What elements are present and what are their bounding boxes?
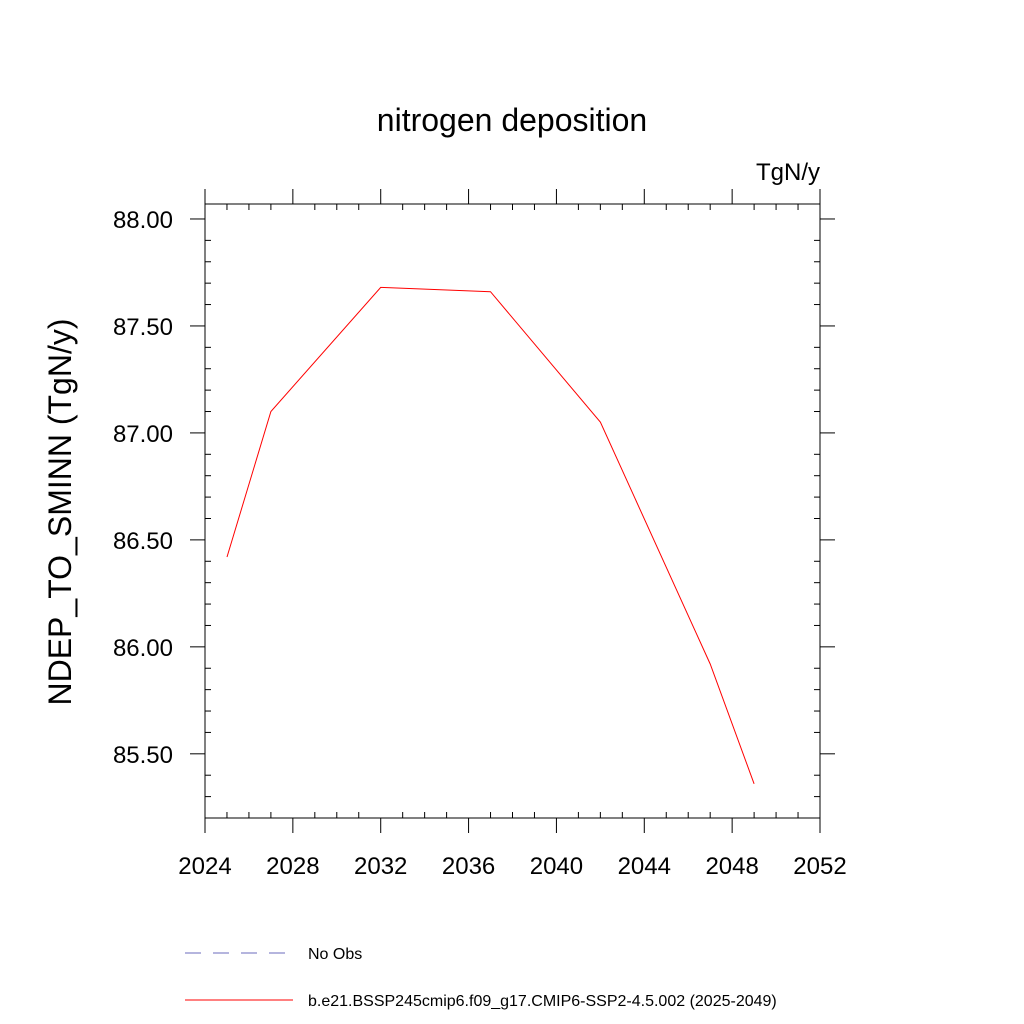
- y-tick-label: 87.50: [113, 314, 173, 341]
- legend: No Obs b.e21.BSSP245cmip6.f09_g17.CMIP6-…: [185, 946, 777, 1010]
- x-tick-label: 2036: [442, 853, 495, 880]
- chart-title: nitrogen deposition: [377, 102, 647, 138]
- x-tick-label: 2044: [618, 853, 671, 880]
- major-ticks: [190, 189, 835, 833]
- plot-frame: [204, 203, 821, 819]
- x-tick-label: 2040: [530, 853, 583, 880]
- y-axis-label: NDEP_TO_SMINN (TgN/y): [42, 318, 78, 705]
- x-tick-label: 2024: [178, 853, 231, 880]
- y-tick-label: 85.50: [113, 742, 173, 769]
- x-tick-label: 2052: [793, 853, 846, 880]
- units-label: TgN/y: [756, 159, 820, 186]
- y-tick-label: 86.50: [113, 528, 173, 555]
- legend-label-model-run: b.e21.BSSP245cmip6.f09_g17.CMIP6-SSP2-4.…: [308, 993, 777, 1010]
- series-group: [226, 286, 755, 784]
- minor-ticks: [205, 204, 820, 819]
- y-tick-label: 88.00: [113, 207, 173, 234]
- x-tick-label: 2028: [266, 853, 319, 880]
- x-tick-label: 2032: [354, 853, 407, 880]
- y-tick-labels: 85.50 86.00 86.50 87.00 87.50 88.00: [113, 207, 173, 769]
- y-tick-label: 86.00: [113, 635, 173, 662]
- y-tick-label: 87.00: [113, 421, 173, 448]
- x-tick-label: 2048: [705, 853, 758, 880]
- series-line-0: [226, 286, 755, 784]
- legend-label-no-obs: No Obs: [308, 946, 362, 963]
- x-tick-labels: 2024 2028 2032 2036 2040 2044 2048 2052: [178, 853, 846, 880]
